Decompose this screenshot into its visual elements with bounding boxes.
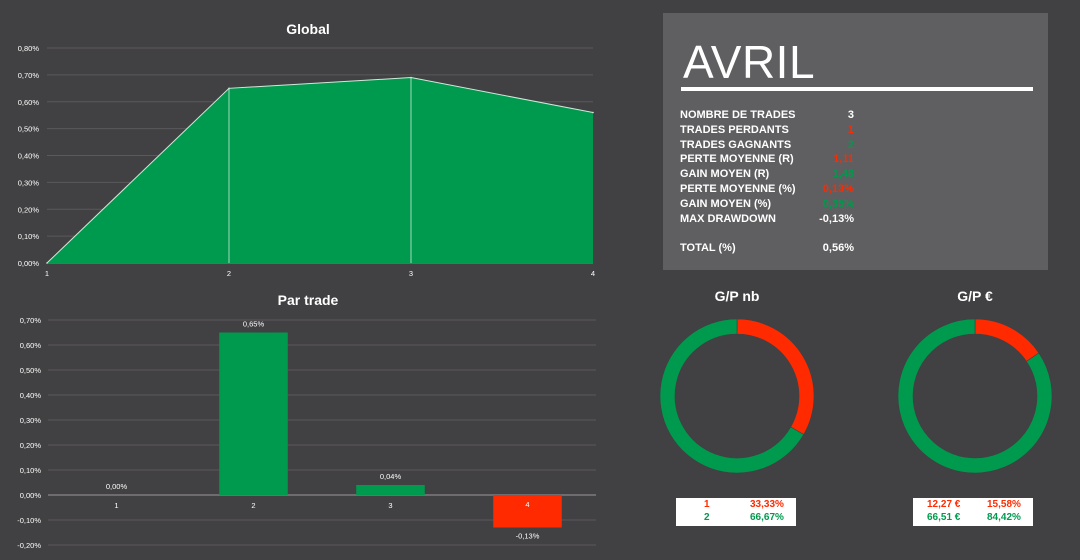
y-tick-label: 0,10% <box>20 466 42 475</box>
bar <box>219 332 288 495</box>
gp-eur-donut-chart: G/P € <box>897 288 1053 474</box>
y-tick-label: 0,40% <box>18 152 40 161</box>
legend-row: 1 33,33% <box>676 498 796 511</box>
x-tick-label: 2 <box>227 269 231 278</box>
y-tick-label: 0,00% <box>20 491 42 500</box>
stat-label: PERTE MOYENNE (%) <box>680 182 796 195</box>
title-divider <box>681 87 1033 91</box>
chart-title: Par trade <box>278 292 339 308</box>
stats-table: NOMBRE DE TRADES 3 TRADES PERDANTS 1 TRADES … <box>680 109 860 257</box>
y-tick-label: 0,70% <box>20 316 42 325</box>
donut-slice <box>897 318 1053 474</box>
legend-label: 2 <box>704 512 710 523</box>
donut-slice <box>659 318 805 474</box>
stat-value: 1,11 <box>833 153 854 166</box>
bar <box>356 485 425 495</box>
legend-percent: 15,58% <box>987 499 1021 510</box>
legend-row: 2 66,67% <box>676 511 796 524</box>
legend-percent: 33,33% <box>750 499 784 510</box>
stat-value: 3 <box>847 109 854 121</box>
stat-label: GAIN MOYEN (R) <box>680 168 770 181</box>
gp-nb-legend-table: 1 33,33% 2 66,67% <box>676 498 796 526</box>
stat-row: TOTAL (%) 0,56% <box>680 242 860 257</box>
x-tick-label: 1 <box>45 269 49 278</box>
stat-value: -0,13% <box>819 212 854 225</box>
gp-eur-legend-table: 12,27 € 15,58% 66,51 € 84,42% <box>913 498 1033 526</box>
area-series <box>47 77 593 263</box>
stat-row: GAIN MOYEN (%) 0,35% <box>680 198 860 213</box>
y-tick-label: 0,20% <box>20 441 42 450</box>
y-tick-label: 0,10% <box>18 232 40 241</box>
donut-slice <box>974 318 1040 362</box>
stat-label: TOTAL (%) <box>680 242 736 255</box>
data-point <box>410 76 412 79</box>
data-point <box>228 87 230 90</box>
donut-slice <box>736 318 815 435</box>
stat-value: 0,13% <box>822 182 854 195</box>
stat-value: 0,35% <box>822 197 854 210</box>
y-tick-label: -0,10% <box>17 516 41 525</box>
x-tick-label: 3 <box>409 269 413 278</box>
stat-value: 0,56% <box>822 242 854 255</box>
data-label: -0,13% <box>516 532 540 541</box>
stat-value: 2 <box>847 138 854 151</box>
stat-label: GAIN MOYEN (%) <box>680 197 772 210</box>
y-tick-label: 0,30% <box>18 178 40 187</box>
data-label: 0,04% <box>380 472 402 481</box>
y-tick-label: -0,20% <box>17 541 41 550</box>
data-point <box>46 262 48 264</box>
stat-label: TRADES PERDANTS <box>680 123 789 136</box>
legend-label: 1 <box>704 499 710 510</box>
stat-row: MAX DRAWDOWN -0,13% <box>680 213 860 228</box>
stat-row: NOMBRE DE TRADES 3 <box>680 109 860 124</box>
stat-value: 1,48 <box>832 168 854 181</box>
chart-title: Global <box>286 21 330 37</box>
legend-label: 66,51 € <box>927 512 961 523</box>
stat-row: TRADES GAGNANTS 2 <box>680 139 860 154</box>
y-tick-label: 0,50% <box>20 366 42 375</box>
chart-title: G/P € <box>957 288 993 304</box>
y-tick-label: 0,70% <box>18 71 40 80</box>
summary-panel: AVRIL NOMBRE DE TRADES 3 TRADES PERDANTS 1 T… <box>663 13 1048 270</box>
legend-row: 12,27 € 15,58% <box>913 498 1033 511</box>
stat-row: PERTE MOYENNE (R) 1,11 <box>680 153 860 168</box>
gp-nb-donut-chart: G/P nb <box>659 288 815 474</box>
x-tick-label: 3 <box>388 501 392 510</box>
par-trade-bar-chart: Par trade -0,20% -0,10% 0,00% 0,10% 0,20% 0,3… <box>17 292 596 550</box>
global-area-chart: Global 0,00% 0,10% 0,20% 0,30% 0,40% 0,50% 0,6… <box>18 21 595 278</box>
legend-row: 66,51 € 84,42% <box>913 511 1033 524</box>
y-tick-label: 0,00% <box>18 259 40 268</box>
stat-label: MAX DRAWDOWN <box>680 212 776 225</box>
stat-label: PERTE MOYENNE (R) <box>680 153 794 166</box>
chart-title: G/P nb <box>715 288 760 304</box>
data-label: 0,00% <box>106 482 128 491</box>
data-label: 0,65% <box>243 320 265 329</box>
x-tick-label: 1 <box>114 501 118 510</box>
stat-value: 1 <box>847 123 854 136</box>
stat-row: TRADES PERDANTS 1 <box>680 124 860 139</box>
x-tick-label: 4 <box>591 269 595 278</box>
legend-percent: 84,42% <box>987 512 1021 523</box>
stat-label: NOMBRE DE TRADES <box>680 109 796 121</box>
x-tick-label: 4 <box>525 500 529 509</box>
data-point <box>592 111 594 114</box>
month-title: AVRIL <box>683 36 816 88</box>
y-tick-label: 0,60% <box>20 341 42 350</box>
y-tick-label: 0,30% <box>20 416 42 425</box>
bar <box>493 495 562 528</box>
legend-label: 12,27 € <box>927 499 961 510</box>
y-tick-label: 0,50% <box>18 125 40 134</box>
stat-row: PERTE MOYENNE (%) 0,13% <box>680 183 860 198</box>
stat-row: GAIN MOYEN (R) 1,48 <box>680 168 860 183</box>
x-tick-label: 2 <box>251 501 255 510</box>
stat-label: TRADES GAGNANTS <box>680 138 792 151</box>
y-tick-label: 0,20% <box>18 205 40 214</box>
legend-percent: 66,67% <box>750 512 784 523</box>
series-line <box>46 77 594 264</box>
y-tick-label: 0,80% <box>18 44 40 53</box>
y-tick-label: 0,60% <box>18 98 40 107</box>
y-tick-label: 0,40% <box>20 391 42 400</box>
